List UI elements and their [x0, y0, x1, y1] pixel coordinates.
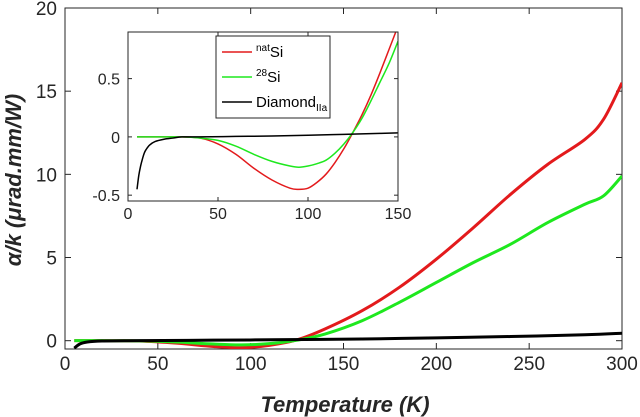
main-series: [73, 82, 622, 349]
main-x-tick-label: 200: [420, 354, 452, 375]
main-x-tick-label: 250: [513, 354, 545, 375]
inset-y-ticks: -0.5 0 0.5: [92, 72, 398, 205]
inset-series-line-diamond-iia: [136, 132, 398, 190]
legend-label-base: Si: [270, 44, 283, 61]
main-x-ticks: 0 50 100 150 200 250 300: [60, 8, 638, 375]
main-x-tick-label: 50: [147, 354, 168, 375]
inset-y-tick-label: -0.5: [92, 188, 120, 205]
inset-x-tick-label: 50: [209, 206, 227, 223]
main-x-tick-label: 100: [235, 354, 267, 375]
inset-x-tick-label: 100: [295, 206, 322, 223]
legend-label: DiamondIIa: [256, 94, 328, 114]
inset-x-ticks: 0 50 100 150: [124, 32, 412, 223]
inset-y-tick-label: 0.5: [98, 72, 120, 89]
legend-label: natSi: [256, 43, 283, 61]
inset-y-tick-label: 0: [111, 130, 120, 147]
inset-x-tick-label: 150: [385, 206, 412, 223]
main-y-tick-label: 15: [36, 82, 57, 103]
main-axes: 0 50 100 150 200 250 300 0 5 10 15 20: [36, 0, 638, 375]
main-y-tick-label: 10: [36, 165, 57, 186]
inset-series-line-28si: [137, 41, 398, 168]
legend-label-superscript: nat: [256, 43, 270, 54]
main-y-ticks: 0 5 10 15 20: [36, 0, 622, 353]
main-series-line-diamond-iia: [73, 331, 622, 349]
legend-label-superscript: 28: [256, 68, 268, 79]
main-x-tick-label: 0: [60, 354, 71, 375]
legend-label-base: Si: [267, 69, 280, 86]
main-y-tick-label: 0: [46, 332, 57, 353]
y-axis-label: α/k (μrad.mm/W): [1, 94, 26, 266]
legend-label-base: Diamond: [256, 94, 316, 111]
x-axis-label: Temperature (K): [260, 392, 429, 417]
main-x-tick-label: 300: [606, 354, 638, 375]
main-y-tick-label: 20: [36, 0, 57, 20]
main-x-tick-label: 150: [328, 354, 360, 375]
inset-series: [136, 32, 398, 191]
inset-x-tick-label: 0: [124, 206, 133, 223]
main-y-tick-label: 5: [46, 249, 57, 270]
legend-label: 28Si: [256, 68, 280, 86]
inset-plot-frame: [127, 31, 399, 202]
legend-label-subscript: IIa: [316, 103, 328, 114]
